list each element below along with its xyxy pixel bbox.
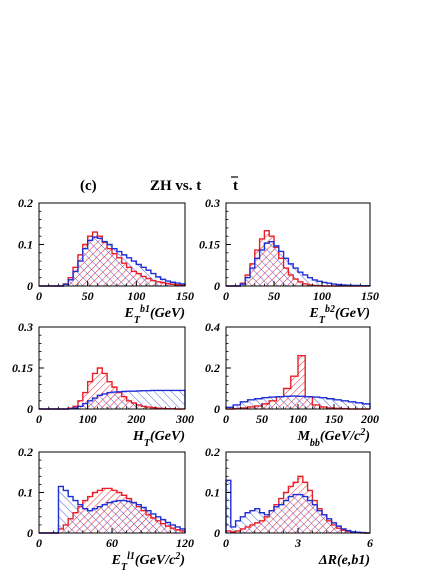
x-tick-label: 0 bbox=[223, 412, 229, 426]
x-tick-label: 200 bbox=[360, 412, 379, 426]
y-tick-label: 0 bbox=[27, 526, 33, 540]
y-tick-label: 0.3 bbox=[205, 196, 220, 210]
y-tick-label: 0 bbox=[214, 402, 220, 416]
x-axis-label: ETb2(GeV) bbox=[309, 304, 370, 326]
y-tick-label: 0.3 bbox=[18, 320, 33, 334]
x-tick-label: 150 bbox=[325, 412, 343, 426]
series-tt-outline bbox=[39, 485, 186, 534]
figure-title: ZH vs. t bbox=[150, 178, 201, 194]
y-tick-label: 0 bbox=[214, 279, 220, 293]
figure-label: (c) bbox=[80, 178, 97, 194]
x-tick-label: 50 bbox=[268, 289, 280, 303]
y-tick-label: 0.1 bbox=[205, 486, 220, 500]
x-axis-label: ΔR(e,b1) bbox=[318, 553, 370, 568]
series-tt-outline bbox=[39, 236, 186, 287]
x-axis-label: ETb1(GeV) bbox=[124, 304, 185, 326]
y-tick-label: 0.4 bbox=[205, 320, 220, 334]
y-tick-label: 0.15 bbox=[199, 238, 220, 252]
x-tick-label: 0 bbox=[36, 412, 42, 426]
x-tick-label: 0 bbox=[223, 289, 229, 303]
series-zh-outline bbox=[225, 475, 370, 534]
x-tick-label: 60 bbox=[106, 536, 118, 550]
series-tt-outline bbox=[225, 395, 371, 409]
y-tick-label: 0.2 bbox=[205, 445, 220, 459]
x-tick-label: 50 bbox=[82, 289, 94, 303]
x-tick-label: 100 bbox=[127, 289, 145, 303]
series-zh-outline bbox=[226, 355, 370, 410]
x-axis-label: ETl1(GeV/c2) bbox=[111, 551, 185, 573]
histogram-panel-6: 0 0.1 0.2 0 3 6 ΔR(e,b1) bbox=[205, 445, 373, 568]
figure-title-bar-letter: t bbox=[233, 178, 238, 194]
x-axis-label: Mbb(GeV/c2) bbox=[296, 427, 370, 449]
series-zh-fill bbox=[226, 230, 370, 286]
x-tick-label: 0 bbox=[36, 289, 42, 303]
series-zh-fill bbox=[39, 488, 185, 533]
x-tick-label: 100 bbox=[289, 412, 307, 426]
x-tick-label: 6 bbox=[367, 536, 373, 550]
x-tick-label: 100 bbox=[79, 412, 97, 426]
histogram-panel-3: 0 0.15 0.3 0 100 200 300 HT(GeV) bbox=[12, 320, 194, 449]
x-tick-label: 150 bbox=[361, 289, 379, 303]
series-zh-fill bbox=[39, 368, 185, 409]
x-tick-label: 120 bbox=[176, 536, 194, 550]
y-tick-label: 0.2 bbox=[18, 445, 33, 459]
x-tick-label: 50 bbox=[256, 412, 268, 426]
y-tick-label: 0.2 bbox=[18, 196, 33, 210]
y-tick-label: 0 bbox=[214, 526, 220, 540]
y-tick-label: 0.15 bbox=[12, 361, 33, 375]
x-tick-label: 300 bbox=[175, 412, 194, 426]
x-tick-label: 200 bbox=[126, 412, 145, 426]
y-tick-label: 0.1 bbox=[18, 486, 33, 500]
series-tt-outline bbox=[225, 479, 370, 534]
y-tick-label: 0.2 bbox=[205, 361, 220, 375]
y-tick-label: 0 bbox=[27, 402, 33, 416]
series-zh-fill bbox=[39, 232, 185, 286]
series-zh-outline bbox=[39, 367, 185, 410]
x-axis-label: HT(GeV) bbox=[132, 429, 185, 449]
x-tick-label: 100 bbox=[313, 289, 331, 303]
series-zh-outline bbox=[39, 487, 186, 534]
series-zh-fill bbox=[226, 476, 370, 533]
y-tick-label: 0.1 bbox=[18, 238, 33, 252]
x-tick-label: 0 bbox=[36, 536, 42, 550]
x-tick-label: 3 bbox=[294, 536, 301, 550]
y-tick-label: 0 bbox=[27, 279, 33, 293]
series-zh-fill bbox=[226, 355, 370, 409]
x-tick-label: 0 bbox=[223, 536, 229, 550]
series-tt-outline bbox=[226, 241, 371, 287]
x-tick-label: 150 bbox=[176, 289, 194, 303]
